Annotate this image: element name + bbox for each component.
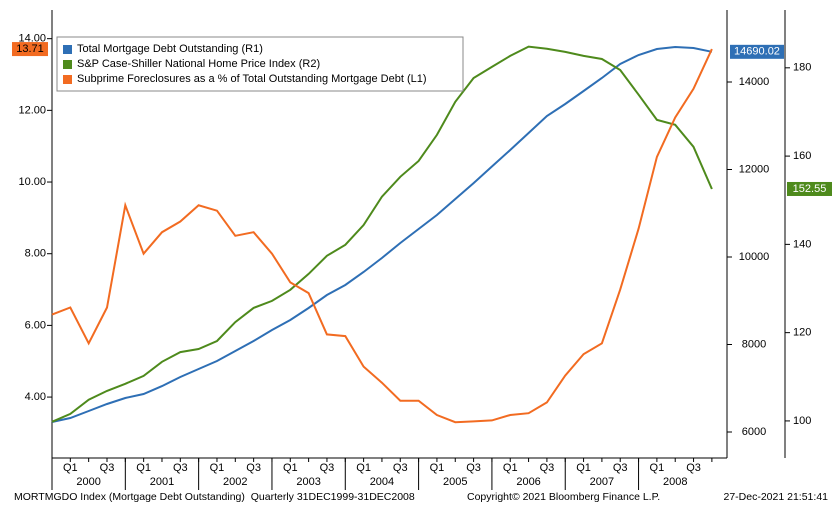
legend-swatch xyxy=(63,75,72,84)
x-year-label: 2006 xyxy=(516,476,540,488)
x-quarter-label: Q3 xyxy=(466,462,481,474)
y-tick-label: 6.00 xyxy=(25,319,46,331)
legend-swatch xyxy=(63,60,72,69)
footer-source: MORTMGDO Index (Mortgage Debt Outstandin… xyxy=(14,491,415,503)
series-line xyxy=(51,45,713,423)
footer-timestamp: 27-Dec-2021 21:51:41 xyxy=(724,491,829,503)
x-quarter-label: Q3 xyxy=(613,462,628,474)
value-tag: 152.55 xyxy=(793,183,827,195)
y2-tick-label: 8000 xyxy=(742,338,766,350)
x-quarter-label: Q1 xyxy=(503,462,518,474)
y-tick-label: 14.00 xyxy=(18,33,46,45)
x-quarter-label: Q3 xyxy=(686,462,701,474)
legend-label: Subprime Foreclosures as a % of Total Ou… xyxy=(77,73,427,85)
x-quarter-label: Q3 xyxy=(540,462,555,474)
y2-tick-label: 6000 xyxy=(742,426,766,438)
y3-tick-label: 100 xyxy=(793,415,811,427)
y-tick-label: 4.00 xyxy=(25,391,46,403)
x-quarter-label: Q1 xyxy=(356,462,371,474)
x-year-label: 2003 xyxy=(296,476,320,488)
series-line xyxy=(51,45,713,423)
x-quarter-label: Q3 xyxy=(320,462,335,474)
value-tag-box xyxy=(12,42,48,57)
x-quarter-label: Q3 xyxy=(393,462,408,474)
x-year-label: 2002 xyxy=(223,476,247,488)
x-quarter-label: Q1 xyxy=(136,462,151,474)
y2-tick-label: 12000 xyxy=(739,163,770,175)
series-line xyxy=(51,48,713,424)
legend: Total Mortgage Debt Outstanding (R1) S&P … xyxy=(56,36,464,92)
x-year-label: 2000 xyxy=(76,476,100,488)
value-tag: 13.71 xyxy=(16,43,44,55)
value-tag: 14690.02 xyxy=(734,46,780,58)
y3-tick-label: 140 xyxy=(793,238,811,250)
x-year-label: 2007 xyxy=(590,476,614,488)
legend-label: Total Mortgage Debt Outstanding (R1) xyxy=(77,43,263,55)
y3-tick-label: 180 xyxy=(793,62,811,74)
x-quarter-label: Q1 xyxy=(283,462,298,474)
value-tag-box xyxy=(730,44,784,59)
footer-copyright: Copyright© 2021 Bloomberg Finance L.P. xyxy=(467,491,660,503)
y3-tick-label: 160 xyxy=(793,150,811,162)
x-quarter-label: Q1 xyxy=(430,462,445,474)
y3-tick-label: 120 xyxy=(793,327,811,339)
y-tick-label: 8.00 xyxy=(25,248,46,260)
x-quarter-label: Q3 xyxy=(100,462,115,474)
x-year-label: 2008 xyxy=(663,476,687,488)
x-quarter-label: Q1 xyxy=(650,462,665,474)
x-quarter-label: Q3 xyxy=(173,462,188,474)
y2-tick-label: 10000 xyxy=(739,251,770,263)
x-year-label: 2005 xyxy=(443,476,467,488)
x-quarter-label: Q1 xyxy=(63,462,78,474)
x-quarter-label: Q1 xyxy=(576,462,591,474)
x-year-label: 2004 xyxy=(370,476,394,488)
legend-label: S&P Case-Shiller National Home Price Ind… xyxy=(77,58,320,70)
y-tick-label: 12.00 xyxy=(18,104,46,116)
y2-tick-label: 14000 xyxy=(739,76,770,88)
y-tick-label: 10.00 xyxy=(18,176,46,188)
legend-box xyxy=(56,36,464,92)
x-quarter-label: Q3 xyxy=(246,462,261,474)
x-year-label: 2001 xyxy=(150,476,174,488)
value-tag-box xyxy=(787,181,832,196)
x-quarter-label: Q1 xyxy=(210,462,225,474)
legend-swatch xyxy=(63,45,72,54)
